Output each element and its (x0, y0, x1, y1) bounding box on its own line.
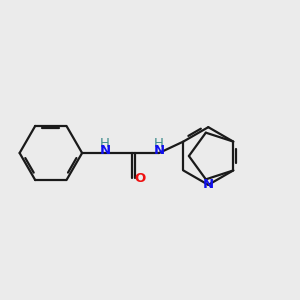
Text: O: O (135, 172, 146, 185)
Text: N: N (99, 144, 110, 157)
Text: H: H (100, 137, 110, 150)
Text: N: N (154, 144, 165, 157)
Text: N: N (203, 178, 214, 191)
Text: H: H (154, 137, 164, 150)
